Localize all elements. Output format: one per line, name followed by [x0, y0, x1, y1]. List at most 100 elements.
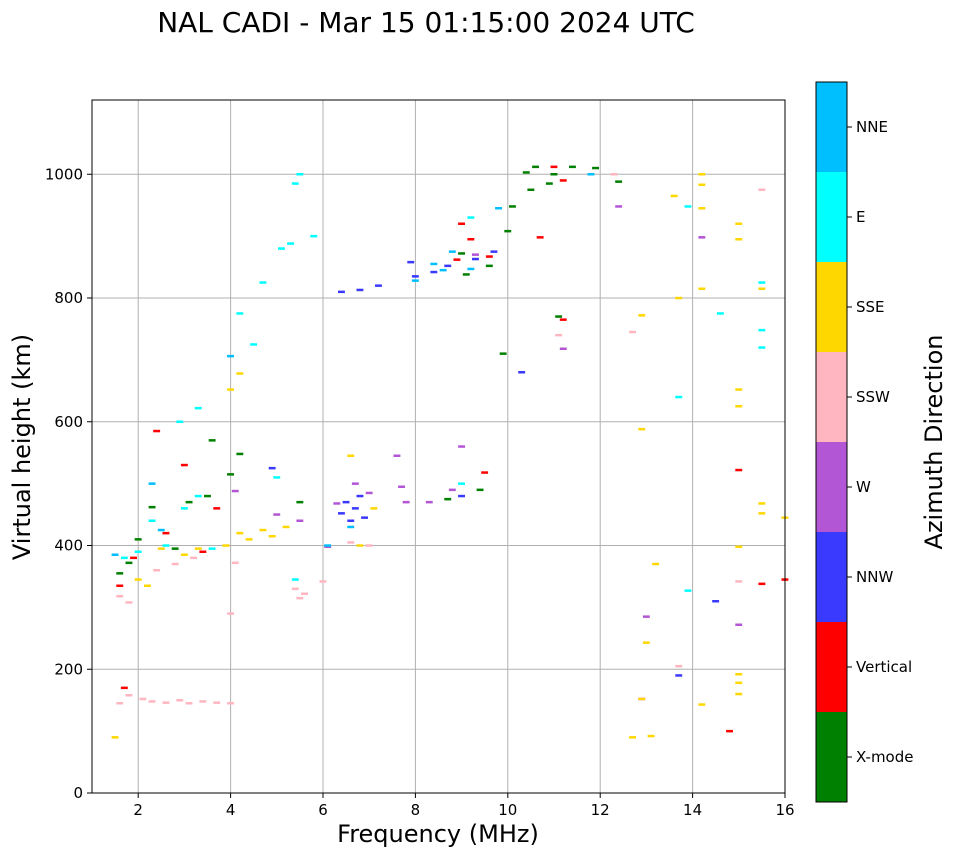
data-point — [758, 281, 766, 284]
data-point — [726, 729, 733, 733]
data-point — [134, 538, 142, 541]
data-point — [356, 544, 364, 547]
data-point — [222, 544, 230, 547]
data-point — [144, 584, 151, 587]
colorbar-label: Azimuth Direction — [920, 335, 948, 550]
x-tick-label: 8 — [411, 801, 421, 819]
data-point — [735, 681, 743, 685]
data-point — [338, 512, 345, 515]
data-point — [301, 592, 308, 595]
data-point — [148, 700, 156, 703]
data-point — [458, 482, 465, 485]
data-point — [213, 701, 221, 704]
data-point — [236, 452, 244, 456]
data-point — [375, 284, 382, 287]
data-point — [472, 253, 479, 256]
x-tick-label: 10 — [498, 801, 517, 819]
data-point — [116, 702, 124, 705]
data-point — [157, 547, 165, 550]
data-point — [569, 165, 576, 169]
data-point — [125, 694, 133, 697]
data-point — [485, 255, 493, 258]
data-point — [458, 445, 465, 448]
data-point — [532, 165, 539, 169]
data-point — [430, 262, 438, 266]
data-point — [134, 550, 142, 553]
data-point — [559, 318, 567, 321]
data-point — [342, 500, 350, 504]
data-point — [675, 395, 683, 399]
data-point — [758, 512, 766, 515]
data-point — [273, 476, 281, 479]
colorbar-segment — [816, 442, 847, 532]
data-point — [347, 519, 355, 522]
data-point — [282, 525, 290, 529]
data-point — [458, 252, 465, 255]
data-point — [642, 615, 650, 618]
data-point — [139, 697, 147, 701]
data-point — [758, 188, 766, 191]
data-point — [111, 553, 119, 556]
plot-area-frame — [91, 99, 786, 794]
data-point — [467, 216, 475, 219]
data-point — [453, 258, 461, 261]
data-point — [629, 736, 636, 739]
data-point — [647, 734, 655, 738]
data-point — [555, 333, 563, 337]
data-point — [698, 236, 706, 239]
data-point — [227, 473, 234, 476]
colorbar-segment — [816, 622, 847, 712]
data-point — [351, 482, 359, 485]
x-tick-label: 12 — [591, 801, 610, 819]
y-axis-ticks: 0 200 400 600 800 1000 — [45, 165, 92, 802]
data-point — [130, 556, 137, 560]
data-point — [610, 173, 618, 176]
data-point — [259, 528, 267, 532]
data-point — [120, 686, 128, 690]
data-point — [758, 582, 766, 586]
chart-title: NAL CADI - Mar 15 01:15:00 2024 UTC — [157, 6, 695, 39]
y-tick-label: 800 — [54, 289, 83, 307]
series-w — [231, 205, 743, 701]
data-point — [550, 165, 558, 169]
data-point — [430, 270, 438, 274]
y-tick-label: 200 — [54, 660, 83, 678]
colorbar-segment — [816, 352, 847, 442]
data-point — [472, 257, 479, 261]
data-point — [116, 572, 124, 575]
data-point — [458, 494, 465, 498]
data-point — [194, 547, 202, 550]
data-point — [134, 578, 142, 581]
data-point — [347, 541, 355, 544]
colorbar-frame — [815, 81, 848, 803]
data-point — [638, 314, 646, 317]
data-point — [162, 701, 170, 704]
data-point — [448, 250, 456, 253]
data-point — [291, 578, 299, 581]
data-point — [652, 562, 660, 566]
data-point — [509, 205, 516, 208]
data-point — [698, 703, 706, 706]
data-point — [550, 173, 558, 176]
data-point — [125, 561, 133, 565]
data-point — [171, 547, 179, 550]
data-point — [481, 471, 489, 474]
data-point — [250, 343, 258, 346]
data-point — [735, 405, 743, 408]
data-point — [296, 173, 304, 176]
data-point — [291, 182, 299, 185]
data-point — [236, 531, 244, 535]
data-point — [199, 550, 207, 553]
series-nne — [111, 173, 595, 556]
data-point — [111, 736, 119, 739]
x-tick-label: 16 — [775, 801, 794, 819]
x-axis-ticks: 2 4 6 8 10 12 14 16 — [133, 793, 795, 819]
data-point — [361, 516, 368, 519]
data-point — [735, 580, 743, 583]
data-point — [629, 330, 636, 334]
y-tick-label: 600 — [54, 413, 83, 431]
y-tick-label: 0 — [73, 784, 83, 802]
data-point — [592, 166, 599, 170]
data-point — [495, 207, 502, 210]
